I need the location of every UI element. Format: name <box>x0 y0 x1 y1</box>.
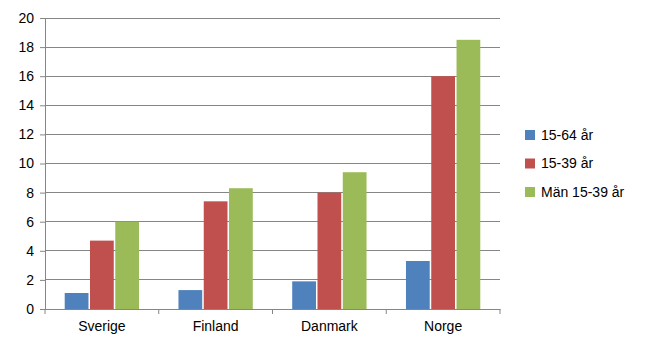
separator <box>500 309 501 314</box>
tick: 18 <box>18 39 45 55</box>
bar <box>292 281 316 309</box>
grid-line <box>45 47 500 48</box>
legend-item: 15-64 år <box>525 127 593 143</box>
tick-label: 16 <box>18 68 34 84</box>
tick-mark <box>40 105 45 106</box>
tick-label: 20 <box>18 10 34 26</box>
tick: 8 <box>26 185 45 201</box>
tick: 4 <box>26 243 45 259</box>
bar <box>115 222 139 309</box>
tick-label: Sverige <box>78 318 126 334</box>
tick-label: Finland <box>193 318 239 334</box>
tick-mark <box>40 47 45 48</box>
legend-swatch <box>525 187 535 197</box>
legend-swatch <box>525 159 535 169</box>
tick-mark <box>40 134 45 135</box>
series <box>90 76 455 309</box>
tick-mark <box>40 76 45 77</box>
tick: 0 <box>26 301 45 317</box>
separator <box>272 309 273 314</box>
tick: Finland <box>193 318 239 334</box>
category-separators <box>45 309 500 314</box>
tick-mark <box>40 309 45 310</box>
tick: 20 <box>18 10 45 26</box>
tick-label: 6 <box>26 214 34 230</box>
tick-mark <box>40 222 45 223</box>
tick-label: 18 <box>18 39 34 55</box>
chart: 0 2 4 6 8 10 12 14 16 18 20 Sverige Finland Danmark No… <box>0 0 650 358</box>
tick: 2 <box>26 272 45 288</box>
tick-label: 0 <box>26 301 34 317</box>
tick-label: 2 <box>26 272 34 288</box>
axis-line <box>40 19 46 310</box>
bar <box>406 261 430 309</box>
legend: 15-64 år 15-39 år Män 15-39 år <box>525 127 625 200</box>
legend-item: 15-39 år <box>525 155 593 171</box>
bar <box>229 188 253 309</box>
bar <box>343 172 367 309</box>
tick-label: Norge <box>424 318 462 334</box>
separator <box>45 309 46 314</box>
legend-label: 15-64 år <box>541 127 593 143</box>
tick: Norge <box>424 318 462 334</box>
tick: 14 <box>18 97 45 113</box>
tick-mark <box>40 193 45 194</box>
y-axis: 0 2 4 6 8 10 12 14 16 18 20 <box>18 10 45 317</box>
tick: 10 <box>18 155 45 171</box>
bar <box>431 76 455 309</box>
tick-label: 8 <box>26 185 34 201</box>
legend-item: Män 15-39 år <box>525 184 625 200</box>
tick-label: 10 <box>18 155 34 171</box>
tick-mark <box>40 280 45 281</box>
bars <box>65 40 481 309</box>
tick: 16 <box>18 68 45 84</box>
tick: 6 <box>26 214 45 230</box>
tick-mark <box>40 18 45 19</box>
bar <box>178 290 202 309</box>
bar <box>317 193 341 309</box>
tick: 12 <box>18 126 45 142</box>
tick-label: 14 <box>18 97 34 113</box>
grid-line <box>45 18 500 19</box>
tick: Danmark <box>301 318 359 334</box>
tick-label: Danmark <box>301 318 359 334</box>
bar <box>204 201 228 309</box>
legend-swatch <box>525 130 535 140</box>
bar <box>457 40 481 309</box>
x-axis: Sverige Finland Danmark Norge <box>45 309 501 334</box>
tick: Sverige <box>78 318 126 334</box>
tick-label: 12 <box>18 126 34 142</box>
tick-mark <box>40 164 45 165</box>
series <box>115 40 480 309</box>
legend-label: 15-39 år <box>541 155 593 171</box>
bar <box>90 241 114 309</box>
separator <box>158 309 159 314</box>
grid <box>45 18 500 309</box>
legend-label: Män 15-39 år <box>541 184 625 200</box>
separator <box>386 309 387 314</box>
plot: 0 2 4 6 8 10 12 14 16 18 20 Sverige Finland Danmark No… <box>18 10 500 334</box>
tick-mark <box>40 251 45 252</box>
bar <box>65 293 89 309</box>
tick-label: 4 <box>26 243 34 259</box>
